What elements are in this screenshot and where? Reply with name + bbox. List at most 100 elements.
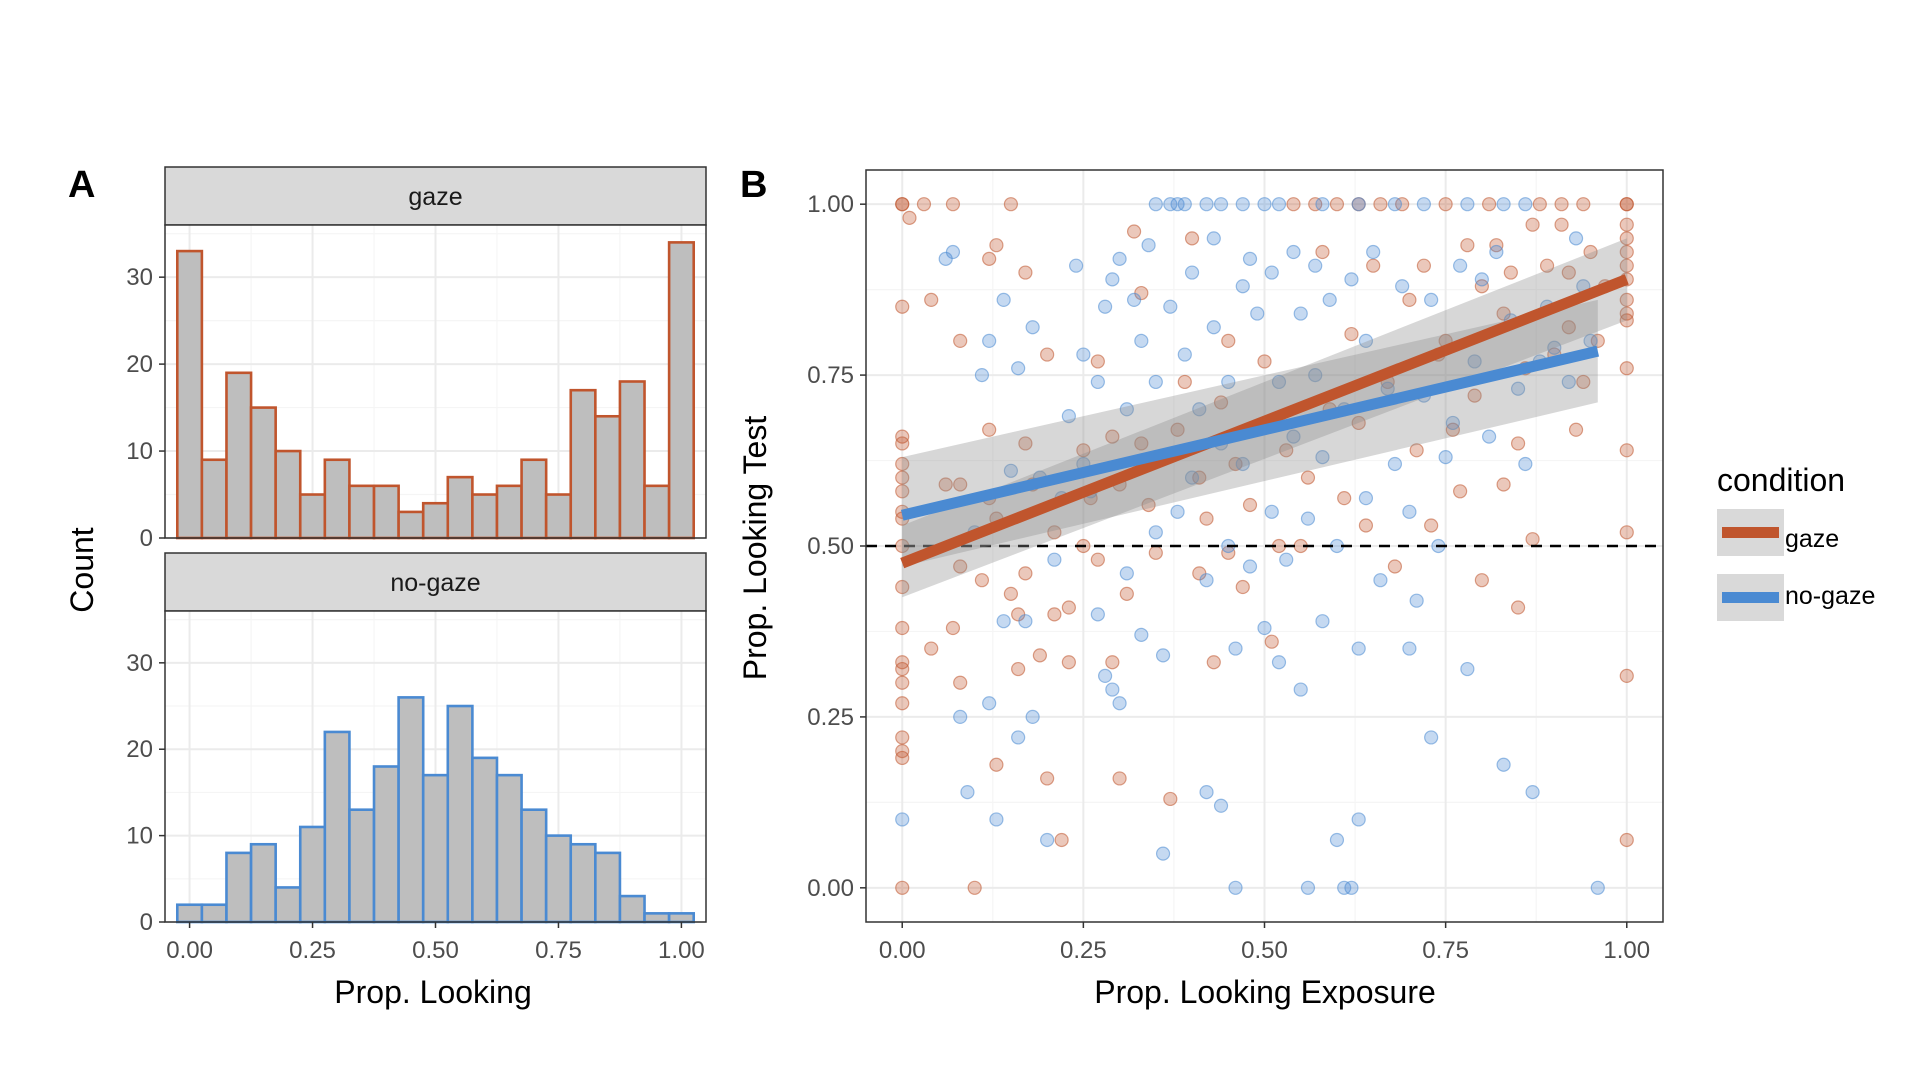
scatter-point-no-gaze [982, 333, 997, 349]
scatter-point-gaze [1474, 573, 1489, 588]
scatter-point-no-gaze [1003, 463, 1019, 478]
scatter-point-no-gaze [953, 709, 968, 725]
fit-line-gaze [900, 274, 1629, 569]
histogram-bar-no-gaze [200, 903, 228, 924]
scatter-point-no-gaze [1351, 197, 1366, 212]
scatter-point-gaze [1619, 443, 1634, 458]
scatter-point-no-gaze [1358, 491, 1374, 506]
panel-b-scatter: B 0.00 0.25 0.50 0.75 1.00 0.00 0.25 0.50 0.75 1.… [737, 164, 1664, 1010]
strip-label-gaze: gaze [408, 183, 462, 211]
y-tick-label: 0 [140, 525, 153, 552]
scatter-point-no-gaze [1199, 573, 1214, 588]
histogram-bar-no-gaze [372, 765, 400, 924]
histogram-bar-no-gaze [421, 773, 450, 924]
scatter-point-no-gaze [1112, 251, 1127, 266]
scatter-point-no-gaze [1300, 880, 1316, 895]
scatter-point-no-gaze [1416, 197, 1432, 212]
scatter-point-gaze [938, 477, 953, 492]
panel-a-histograms: A gaze 0 10 20 30 no-gaze 0 10 20 30 0.00 0.25 0.5… [64, 164, 707, 1010]
scatter-point-no-gaze [1460, 197, 1475, 212]
scatter-point-gaze [1358, 518, 1374, 533]
histogram-bar-gaze [471, 493, 499, 540]
scatter-point-no-gaze [1293, 306, 1308, 321]
scatter-point-gaze [1105, 655, 1120, 670]
fit-line-no-gaze [900, 345, 1600, 521]
scatter-point-no-gaze [1170, 504, 1185, 519]
scatter-point-gaze [1619, 668, 1634, 683]
scatter-point-no-gaze [1315, 197, 1330, 212]
panel-b-x-title: Prop. Looking Exposure [1094, 974, 1436, 1010]
scatter-point-no-gaze [1061, 409, 1076, 424]
scatter-point-no-gaze [1155, 648, 1171, 663]
histogram-bar-gaze [397, 510, 425, 540]
panel-b-y-title: Prop. Looking Test [737, 416, 773, 681]
histogram-bar-gaze [643, 484, 671, 540]
scatter-point-gaze [1554, 217, 1569, 232]
scatter-point-gaze [1184, 231, 1200, 246]
scatter-point-no-gaze [1235, 279, 1250, 294]
histogram-bar-no-gaze [446, 704, 474, 924]
histogram-bar-gaze [372, 484, 400, 540]
histogram-bar-no-gaze [175, 903, 204, 924]
scatter-point-no-gaze [1213, 798, 1229, 813]
histogram-bar-no-gaze [569, 842, 597, 924]
histogram-bar-gaze [520, 458, 548, 540]
scatter-point-no-gaze [1293, 682, 1308, 697]
scatter-point-gaze [1337, 491, 1352, 506]
scatter-point-gaze [895, 696, 910, 711]
scatter-point-gaze [895, 675, 910, 690]
histogram-bar-no-gaze [348, 808, 376, 924]
scatter-point-no-gaze [1141, 238, 1156, 253]
histogram-bar-no-gaze [594, 851, 622, 924]
scatter-point-gaze [1619, 231, 1634, 246]
scatter-point-gaze [1126, 224, 1142, 239]
y-tick-label: 20 [126, 736, 153, 763]
facet-no-gaze: no-gaze 0 10 20 30 [126, 552, 707, 936]
scatter-point-no-gaze [1250, 306, 1265, 321]
y-tick-label: 1.00 [807, 191, 854, 218]
strip-label-no-gaze: no-gaze [390, 569, 480, 597]
scatter-point-gaze [895, 456, 910, 472]
panel-b-label: B [740, 164, 767, 206]
scatter-point-gaze [1351, 415, 1366, 431]
scatter-point-no-gaze [1177, 197, 1192, 212]
scatter-point-gaze [895, 299, 910, 314]
x-tick-label: 0.25 [289, 937, 336, 964]
scatter-point-gaze [1402, 292, 1417, 307]
scatter-point-gaze [1424, 518, 1439, 533]
scatter-point-no-gaze [1351, 641, 1366, 656]
scatter-point-no-gaze [1257, 197, 1272, 212]
scatter-point-no-gaze [1206, 231, 1221, 246]
scatter-point-no-gaze [1590, 880, 1605, 895]
scatter-point-gaze [1199, 511, 1214, 526]
scatter-point-no-gaze [1228, 641, 1243, 656]
scatter-point-gaze [895, 880, 910, 895]
scatter-point-gaze [953, 333, 968, 349]
scatter-point-no-gaze [1322, 292, 1337, 307]
scatter-point-no-gaze [1163, 197, 1178, 212]
scatter-point-no-gaze [1329, 832, 1345, 848]
histogram-bar-no-gaze [643, 912, 671, 924]
scatter-point-gaze [1032, 648, 1047, 663]
scatter-point-gaze [902, 210, 917, 225]
scatter-point-gaze [1221, 333, 1236, 349]
scatter-point-gaze [1561, 265, 1576, 280]
scatter-point-gaze [895, 730, 910, 745]
scatter-point-gaze [895, 620, 910, 636]
scatter-point-gaze [1453, 484, 1468, 499]
scatter-point-no-gaze [1402, 641, 1417, 656]
scatter-point-gaze [1148, 545, 1163, 560]
scatter-plot-area: 0.00 0.25 0.50 0.75 1.00 0.00 0.25 0.50 0.75 1.00 [807, 169, 1664, 964]
y-tick-label: 10 [126, 438, 153, 465]
scatter-point-gaze [1061, 600, 1076, 615]
scatter-point-gaze [895, 436, 910, 451]
scatter-point-no-gaze [1192, 402, 1207, 417]
scatter-point-gaze [895, 197, 910, 212]
scatter-point-no-gaze [1300, 511, 1316, 526]
scatter-point-gaze [1134, 436, 1149, 451]
scatter-point-no-gaze [1097, 668, 1113, 683]
scatter-point-gaze [1510, 436, 1526, 451]
scatter-point-no-gaze [1518, 456, 1533, 472]
scatter-point-gaze [1525, 217, 1540, 232]
